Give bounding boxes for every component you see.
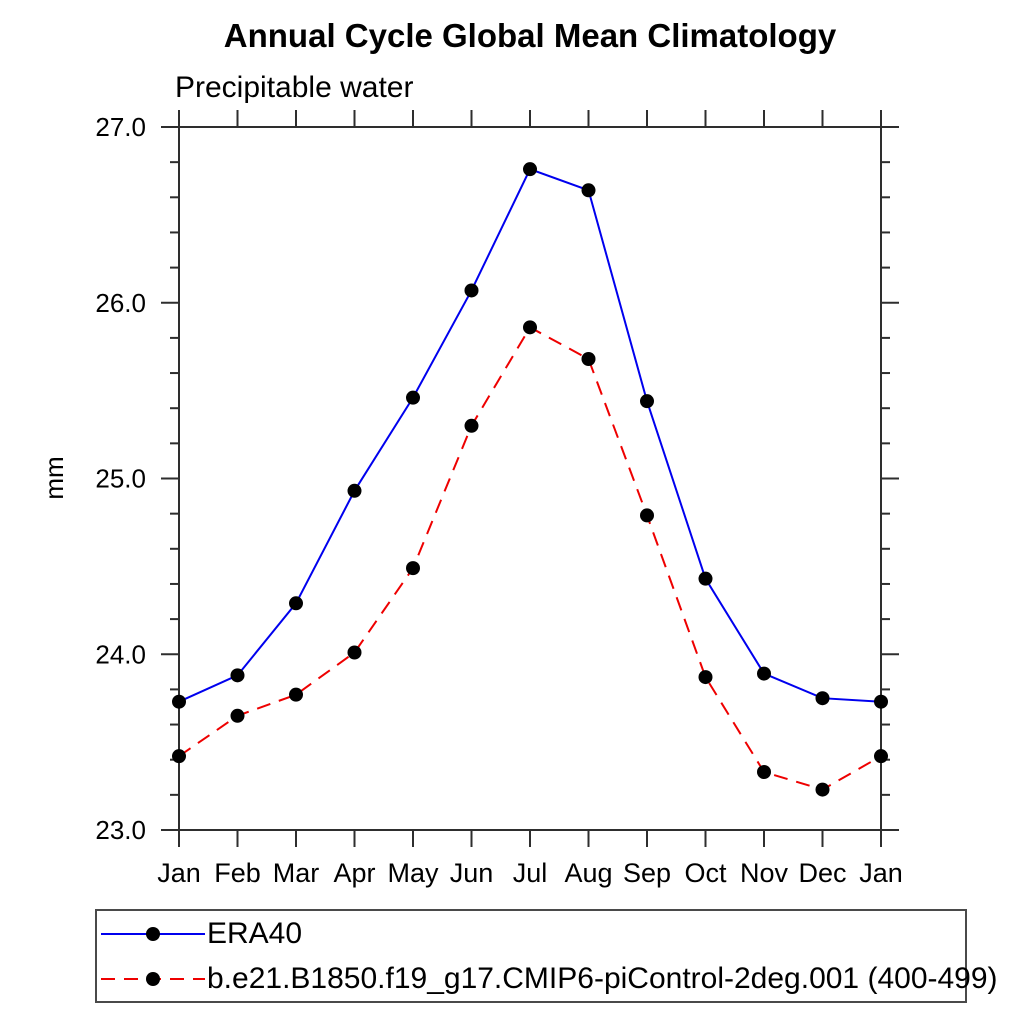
x-axis-month-label: Dec [798,858,846,888]
legend: ERA40 b.e21.B1850.f19_g17.CMIP6-piContro… [95,909,998,1003]
legend-label-model: b.e21.B1850.f19_g17.CMIP6-piControl-2deg… [207,961,998,995]
legend-item-era40: ERA40 [97,913,965,955]
data-point-marker [230,668,245,683]
data-point-marker [874,694,888,709]
series-line-1 [178,326,882,791]
legend-dashed-line-sample [101,971,205,986]
x-axis-month-label: Jan [157,858,201,888]
y-axis-tick-label: 27.0 [95,112,146,142]
chart-title: Annual Cycle Global Mean Climatology [223,17,837,54]
data-point-marker [406,561,420,576]
x-axis-month-label: Nov [740,858,789,888]
series-line-0 [178,167,882,703]
data-point-marker [347,645,362,660]
legend-label-era40: ERA40 [207,916,303,950]
x-axis-month-label: Sep [623,858,671,888]
data-point-marker [640,508,654,523]
x-axis-month-label: Oct [684,858,727,888]
data-point-marker [406,390,420,405]
data-point-marker [172,749,186,764]
x-axis-month-label: May [387,858,439,888]
data-point-marker [347,483,362,498]
data-point-marker [581,183,596,198]
data-point-marker [523,320,537,335]
data-point-marker [172,694,186,709]
y-axis-title: mm [39,456,69,499]
x-axis-month-label: Mar [273,858,320,888]
x-axis-month-label: Apr [333,858,375,888]
y-axis-tick-label: 25.0 [95,464,146,494]
data-point-marker [464,418,479,433]
data-point-marker [523,162,537,177]
data-point-marker [757,765,771,780]
x-axis-month-label: Feb [214,858,261,888]
data-point-marker [698,670,713,685]
x-axis-month-label: Jun [450,858,494,888]
x-axis-month-label: Jan [859,858,903,888]
data-point-marker [815,782,830,797]
x-axis-month-label: Jul [513,858,548,888]
chart-subtitle: Precipitable water [175,71,414,104]
plot-frame [178,126,882,831]
x-axis-month-label: Aug [564,858,612,888]
data-point-marker [698,571,713,586]
legend-solid-line-sample [101,926,205,941]
y-axis-tick-label: 24.0 [95,639,146,669]
data-point-marker [230,708,245,723]
legend-item-model: b.e21.B1850.f19_g17.CMIP6-piControl-2deg… [97,958,998,1000]
data-point-marker [289,596,303,611]
y-axis-tick-label: 26.0 [95,288,146,318]
data-point-marker [464,283,479,298]
data-point-marker [757,666,771,681]
data-point-marker [815,691,830,706]
data-point-marker [581,351,596,366]
data-point-marker [640,394,654,409]
y-axis-tick-label: 23.0 [95,815,146,845]
data-point-marker [874,749,888,764]
data-point-marker [289,687,303,702]
